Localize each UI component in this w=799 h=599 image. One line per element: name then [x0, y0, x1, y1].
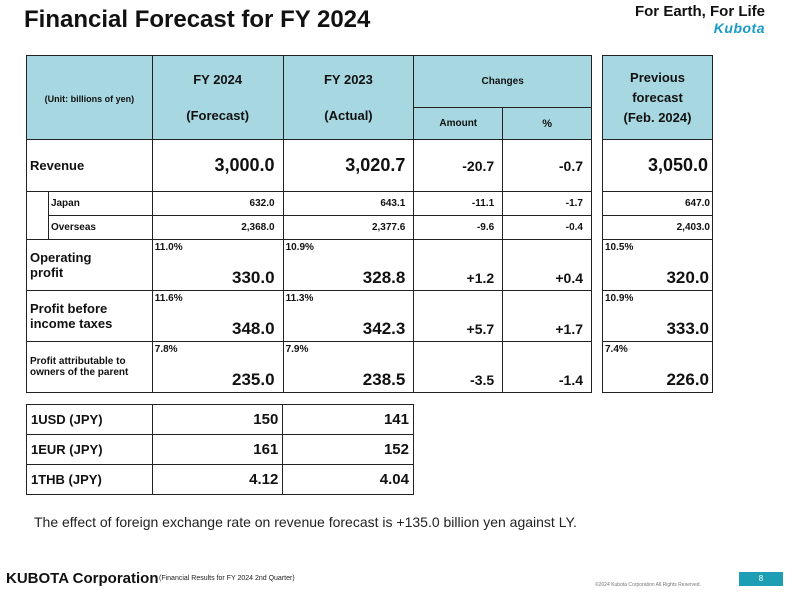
fx-row: 1THB (JPY) 4.12 4.04 [26, 464, 414, 495]
revenue-prev: 3,050.0 [602, 139, 713, 192]
revenue-fy2024: 3,000.0 [151, 139, 284, 192]
operating-profit-row: Operating profit 11.0% 330.0 10.9% 328.8 +1… [26, 239, 592, 291]
japan-label: Japan [47, 191, 153, 216]
japan-row: Japan 632.0 643.1 -11.1 -1.7 [26, 191, 592, 216]
fx-fy2024: 161 [151, 434, 284, 465]
fx-fy2023: 4.04 [282, 464, 414, 495]
overseas-prev: 2,403.0 [602, 215, 713, 240]
japan-fy2023: 643.1 [282, 191, 415, 216]
fx-label: 1USD (JPY) [26, 404, 153, 435]
revenue-fy2023: 3,020.7 [282, 139, 415, 192]
copyright: ©2024 Kubota Corporation All Rights Rese… [595, 582, 701, 588]
profit-owners-pct: -1.4 [502, 341, 592, 393]
japan-fy2024: 632.0 [151, 191, 284, 216]
operating-profit-fy2023: 10.9% 328.8 [282, 239, 415, 291]
page-title: Financial Forecast for FY 2024 [24, 6, 371, 33]
overseas-row: Overseas 2,368.0 2,377.6 -9.6 -0.4 [26, 215, 592, 240]
operating-profit-fy2024: 11.0% 330.0 [151, 239, 284, 291]
indent-cell [26, 215, 49, 240]
fx-effect-note: The effect of foreign exchange rate on r… [34, 514, 577, 530]
footer-subtitle: (Financial Results for FY 2024 2nd Quart… [159, 575, 295, 582]
tagline: For Earth, For Life [634, 3, 765, 20]
fx-rate-table: 1USD (JPY) 150 141 1EUR (JPY) 161 152 1T… [26, 404, 414, 495]
fx-fy2024: 4.12 [151, 464, 284, 495]
forecast-table: (Unit: billions of yen) FY 2024 (Forecast… [26, 55, 592, 393]
previous-forecast-table: Previous forecast (Feb. 2024) 3,050.0 647.… [602, 55, 713, 393]
japan-pct: -1.7 [502, 191, 592, 216]
fx-fy2023: 152 [282, 434, 414, 465]
revenue-pct: -0.7 [502, 139, 592, 192]
overseas-fy2024: 2,368.0 [151, 215, 284, 240]
operating-profit-prev: 10.5% 320.0 [602, 239, 713, 291]
profit-owners-label: Profit attributable to owners of the pare… [26, 341, 153, 393]
previous-forecast-header: Previous forecast (Feb. 2024) [602, 55, 713, 140]
fx-label: 1THB (JPY) [26, 464, 153, 495]
fx-label: 1EUR (JPY) [26, 434, 153, 465]
japan-prev: 647.0 [602, 191, 713, 216]
operating-profit-pct: +0.4 [502, 239, 592, 291]
page-number: 8 [739, 572, 783, 586]
fy2023-header: FY 2023 (Actual) [282, 55, 415, 140]
revenue-row: Revenue 3,000.0 3,020.7 -20.7 -0.7 [26, 139, 592, 192]
revenue-amount: -20.7 [413, 139, 504, 192]
japan-amount: -11.1 [413, 191, 504, 216]
profit-before-tax-row: Profit before income taxes 11.6% 348.0 11.… [26, 290, 592, 342]
changes-header: Changes [413, 55, 592, 108]
revenue-label: Revenue [26, 139, 153, 192]
operating-profit-amount: +1.2 [413, 239, 504, 291]
profit-owners-prev: 7.4% 226.0 [602, 341, 713, 393]
operating-profit-label: Operating profit [26, 239, 153, 291]
unit-header: (Unit: billions of yen) [26, 55, 153, 140]
profit-owners-fy2024: 7.8% 235.0 [151, 341, 284, 393]
overseas-pct: -0.4 [502, 215, 592, 240]
overseas-amount: -9.6 [413, 215, 504, 240]
fx-fy2024: 150 [151, 404, 284, 435]
kubota-logo: Kubota [713, 20, 765, 36]
indent-cell [26, 191, 49, 216]
profit-owners-fy2023: 7.9% 238.5 [282, 341, 415, 393]
profit-before-tax-pct: +1.7 [502, 290, 592, 342]
profit-before-tax-fy2024: 11.6% 348.0 [151, 290, 284, 342]
pct-header: % [502, 107, 592, 140]
fx-row: 1USD (JPY) 150 141 [26, 404, 414, 435]
profit-before-tax-fy2023: 11.3% 342.3 [282, 290, 415, 342]
overseas-label: Overseas [47, 215, 153, 240]
profit-before-tax-amount: +5.7 [413, 290, 504, 342]
profit-before-tax-label: Profit before income taxes [26, 290, 153, 342]
profit-owners-row: Profit attributable to owners of the pare… [26, 341, 592, 393]
profit-owners-amount: -3.5 [413, 341, 504, 393]
fy2024-header: FY 2024 (Forecast) [151, 55, 284, 140]
overseas-fy2023: 2,377.6 [282, 215, 415, 240]
fx-row: 1EUR (JPY) 161 152 [26, 434, 414, 465]
fx-fy2023: 141 [282, 404, 414, 435]
amount-header: Amount [413, 107, 504, 140]
footer-brand: KUBOTA Corporation [6, 570, 159, 587]
profit-before-tax-prev: 10.9% 333.0 [602, 290, 713, 342]
